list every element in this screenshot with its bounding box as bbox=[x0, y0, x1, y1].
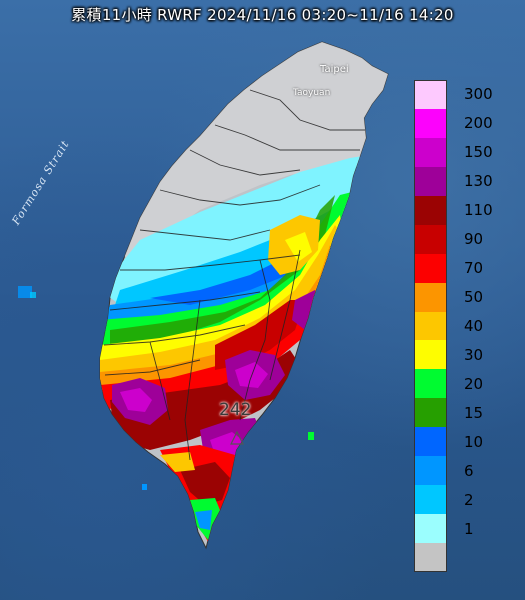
map-title: 累積11小時 RWRF 2024/11/16 03:20~11/16 14:20 bbox=[71, 6, 454, 24]
peak-marker bbox=[230, 430, 244, 445]
legend-row: 90 bbox=[414, 224, 518, 254]
peak-rainfall-label: 242 bbox=[219, 400, 252, 420]
taoyuan-label: Taoyuan bbox=[293, 88, 331, 98]
legend-label: 150 bbox=[464, 143, 493, 162]
legend-label: 40 bbox=[464, 316, 484, 335]
legend-swatch bbox=[414, 224, 447, 254]
legend-label: 6 bbox=[464, 461, 474, 480]
penghu-rain-2 bbox=[30, 292, 36, 298]
legend-label: 15 bbox=[464, 403, 484, 422]
legend-label: 200 bbox=[464, 114, 493, 133]
legend-row: 40 bbox=[414, 311, 518, 341]
legend-row: 50 bbox=[414, 282, 518, 312]
legend-swatch bbox=[414, 398, 447, 428]
legend-swatch bbox=[414, 80, 447, 109]
legend-swatch bbox=[414, 456, 447, 486]
taipei-label: Taipei bbox=[320, 64, 349, 75]
legend-row: 110 bbox=[414, 195, 518, 225]
legend-swatch bbox=[414, 195, 447, 225]
legend-row: 6 bbox=[414, 456, 518, 486]
legend-label: 70 bbox=[464, 259, 484, 278]
legend-label: 90 bbox=[464, 230, 484, 249]
legend-swatch bbox=[414, 311, 447, 341]
legend-swatch bbox=[414, 485, 447, 515]
legend-swatch bbox=[414, 514, 447, 544]
legend-row: 2 bbox=[414, 485, 518, 515]
lanyu-rain bbox=[308, 432, 314, 440]
legend-row: 200 bbox=[414, 108, 518, 138]
rainfall-legend: 300 200 150 130 110 90 70 50 40 30 20 15 10 6 2 1 bbox=[414, 80, 518, 572]
legend-row bbox=[414, 543, 518, 572]
legend-label: 10 bbox=[464, 432, 484, 451]
legend-swatch bbox=[414, 137, 447, 167]
legend-row: 15 bbox=[414, 398, 518, 428]
county-boundaries bbox=[103, 89, 365, 461]
legend-label: 20 bbox=[464, 374, 484, 393]
legend-row: 150 bbox=[414, 137, 518, 167]
legend-row: 1 bbox=[414, 514, 518, 544]
legend-swatch bbox=[414, 340, 447, 370]
legend-label: 110 bbox=[464, 201, 493, 220]
legend-swatch bbox=[414, 108, 447, 138]
rainfall-overlay bbox=[100, 42, 388, 545]
legend-label: 1 bbox=[464, 519, 474, 538]
legend-row: 300 bbox=[414, 80, 518, 109]
legend-swatch bbox=[414, 369, 447, 399]
legend-swatch bbox=[414, 427, 447, 457]
legend-label: 50 bbox=[464, 288, 484, 307]
legend-row: 10 bbox=[414, 427, 518, 457]
legend-row: 70 bbox=[414, 253, 518, 283]
legend-label: 300 bbox=[464, 85, 493, 104]
legend-row: 130 bbox=[414, 166, 518, 196]
legend-swatch bbox=[414, 166, 447, 196]
legend-swatch bbox=[414, 543, 447, 572]
penghu-rain bbox=[18, 286, 32, 298]
legend-row: 20 bbox=[414, 369, 518, 399]
legend-label: 130 bbox=[464, 172, 493, 191]
legend-swatch bbox=[414, 253, 447, 283]
legend-label: 2 bbox=[464, 490, 474, 509]
south-rain-speck bbox=[142, 484, 147, 490]
legend-row: 30 bbox=[414, 340, 518, 370]
legend-swatch bbox=[414, 282, 447, 312]
legend-label: 30 bbox=[464, 345, 484, 364]
